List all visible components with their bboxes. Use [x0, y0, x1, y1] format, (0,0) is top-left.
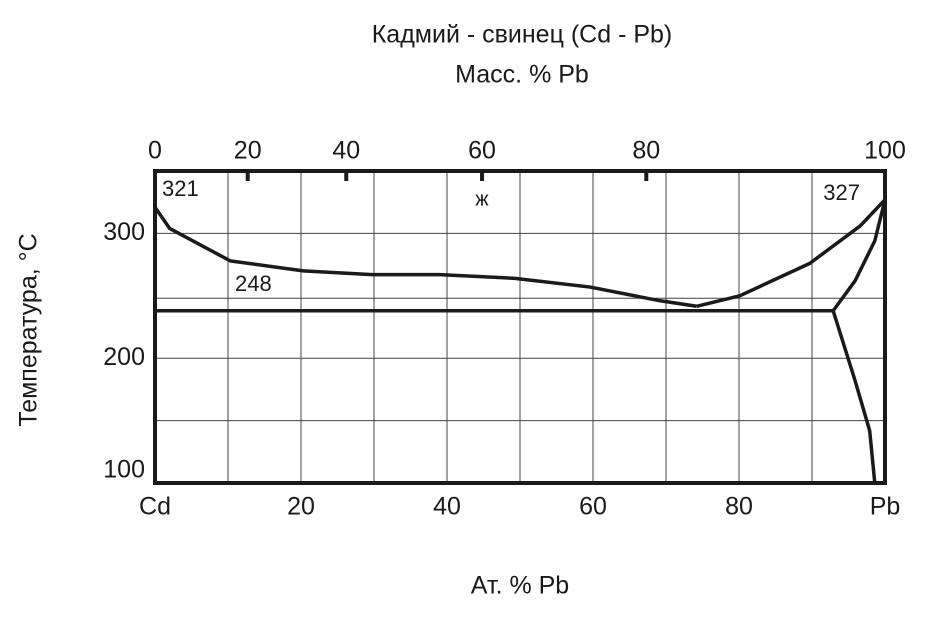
- annotation: 248: [235, 271, 272, 296]
- phase-line: [831, 310, 877, 484]
- top-tick-label: 60: [468, 137, 496, 165]
- top-tick-label: 100: [864, 137, 906, 165]
- top-axis-title: Масс. % Pb: [455, 61, 589, 89]
- y-axis-title: Температура, °C: [15, 233, 43, 426]
- x-tick-label: Cd: [139, 493, 171, 521]
- top-tick-label: 0: [148, 137, 162, 165]
- y-tick-label: 300: [103, 218, 145, 246]
- phase-line: [153, 206, 697, 309]
- x-tick-label: 60: [579, 493, 607, 521]
- y-tick-label: 100: [103, 456, 145, 484]
- plot-frame: [153, 169, 887, 485]
- annotation: ж: [475, 188, 489, 210]
- phase-line: [696, 198, 887, 308]
- annotation: 327: [823, 180, 860, 205]
- top-tick-label: 80: [632, 137, 660, 165]
- x-axis-title: Ат. % Pb: [471, 572, 569, 600]
- x-tick-label: 20: [287, 493, 315, 521]
- x-tick-label: 80: [725, 493, 753, 521]
- y-tick-label: 200: [103, 343, 145, 371]
- top-tick-label: 40: [332, 137, 360, 165]
- chart-title: Кадмий - свинец (Cd - Pb): [372, 21, 673, 49]
- x-tick-label: Pb: [870, 493, 901, 521]
- top-tick-label: 20: [234, 137, 262, 165]
- x-tick-label: 40: [433, 493, 461, 521]
- annotation: 321: [162, 176, 199, 201]
- phase-line: [831, 199, 887, 312]
